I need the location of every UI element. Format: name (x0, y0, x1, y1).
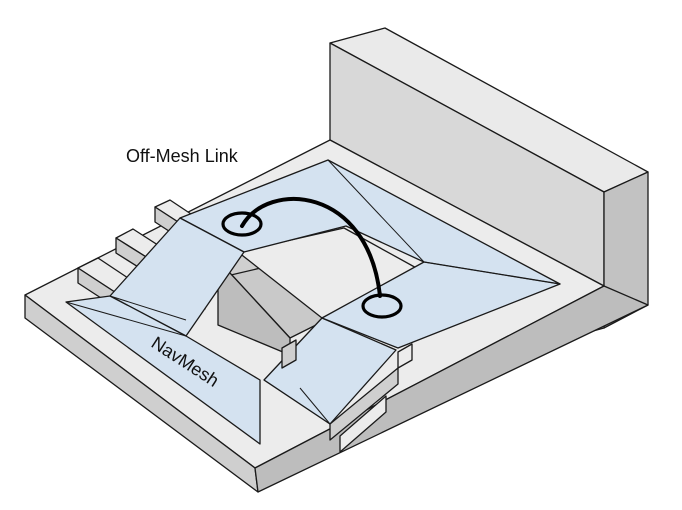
navmesh-surface (65, 159, 561, 445)
navmesh-left-strip (65, 295, 261, 445)
right-step-2-front (281, 339, 297, 369)
link-start-circle (221, 211, 263, 237)
right-step-1-top (397, 343, 413, 369)
mesh-edge (327, 159, 425, 263)
link-end-circle (361, 293, 403, 319)
off-mesh-link-label: Off-Mesh Link (126, 146, 239, 166)
mesh-edge (109, 295, 187, 321)
right-stairs (281, 339, 413, 453)
right-step-1-front (329, 367, 399, 441)
off-mesh-link (221, 197, 403, 319)
mesh-edge (423, 261, 561, 285)
right-step-2-top (339, 395, 387, 453)
mesh-edge (65, 301, 187, 337)
central-hole (217, 227, 421, 356)
mesh-edge (299, 387, 331, 425)
mesh-edge (263, 379, 331, 425)
link-arc (240, 197, 382, 298)
back-wall (329, 27, 649, 341)
